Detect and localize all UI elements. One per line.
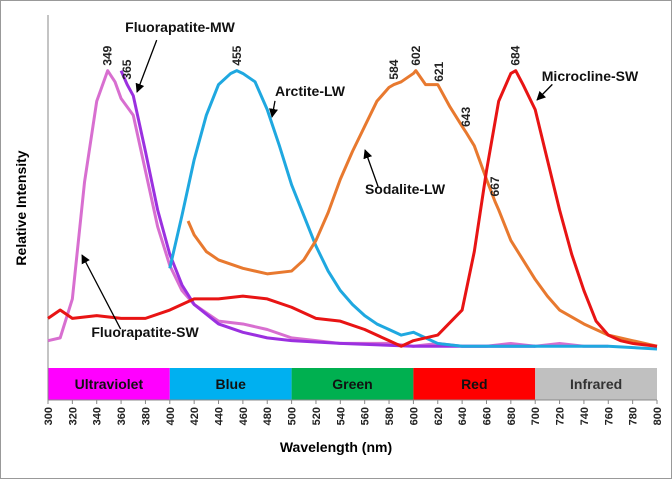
x-tick-label: 740 xyxy=(579,407,591,425)
peak-label: 667 xyxy=(488,176,502,196)
peak-label: 602 xyxy=(409,45,423,65)
series-label: Fluorapatite-SW xyxy=(91,324,199,340)
x-tick-label: 440 xyxy=(214,407,226,425)
band-label: Green xyxy=(332,376,372,392)
x-tick-label: 380 xyxy=(140,407,152,425)
series-line xyxy=(186,69,658,348)
band-label: Ultraviolet xyxy=(75,376,144,392)
peak-label: 365 xyxy=(120,59,134,79)
x-tick-label: 580 xyxy=(384,407,396,425)
series-label: Sodalite-LW xyxy=(365,181,446,197)
band xyxy=(291,368,414,400)
x-tick-label: 800 xyxy=(652,407,664,425)
x-tick-label: 400 xyxy=(165,407,177,425)
callout-arrow xyxy=(135,39,158,93)
x-tick-label: 720 xyxy=(555,407,567,425)
y-axis-title: Relative Intensity xyxy=(13,150,29,265)
x-tick-label: 480 xyxy=(262,407,274,425)
x-tick-label: 540 xyxy=(335,407,347,425)
x-tick-label: 700 xyxy=(530,407,542,425)
band xyxy=(48,368,170,400)
band-label: Red xyxy=(461,376,487,392)
x-tick-label: 600 xyxy=(408,407,420,425)
band-label: Infrared xyxy=(570,376,622,392)
series-label: Fluorapatite-MW xyxy=(125,19,235,35)
x-tick-label: 560 xyxy=(360,407,372,425)
callout-arrow xyxy=(81,254,122,330)
x-tick-label: 640 xyxy=(457,407,469,425)
series-line xyxy=(168,69,658,351)
x-tick-label: 300 xyxy=(43,407,55,425)
x-tick-label: 420 xyxy=(189,407,201,425)
series-line xyxy=(119,70,536,348)
peak-label: 684 xyxy=(509,45,523,65)
band xyxy=(413,368,536,400)
x-tick-label: 520 xyxy=(311,407,323,425)
peak-label: 455 xyxy=(230,45,244,65)
x-tick-label: 500 xyxy=(287,407,299,425)
peak-label: 349 xyxy=(101,45,115,65)
x-tick-label: 780 xyxy=(628,407,640,425)
callout-arrow xyxy=(363,149,379,187)
x-tick-label: 320 xyxy=(67,407,79,425)
band-label: Blue xyxy=(216,376,247,392)
x-tick-label: 460 xyxy=(238,407,250,425)
series-label: Microcline-SW xyxy=(542,68,639,84)
x-tick-label: 340 xyxy=(92,407,104,425)
x-tick-label: 680 xyxy=(506,407,518,425)
callout-arrow xyxy=(269,100,278,118)
band xyxy=(169,368,292,400)
series-line xyxy=(47,69,658,348)
x-axis-title: Wavelength (nm) xyxy=(280,439,392,455)
peak-label: 584 xyxy=(387,59,401,79)
x-tick-label: 360 xyxy=(116,407,128,425)
x-tick-label: 660 xyxy=(481,407,493,425)
callout-arrow xyxy=(536,83,553,101)
peak-label: 621 xyxy=(432,61,446,81)
band xyxy=(535,368,657,400)
x-tick-label: 760 xyxy=(603,407,615,425)
x-tick-label: 620 xyxy=(433,407,445,425)
peak-label: 643 xyxy=(459,107,473,127)
series-label: Arctite-LW xyxy=(275,83,346,99)
